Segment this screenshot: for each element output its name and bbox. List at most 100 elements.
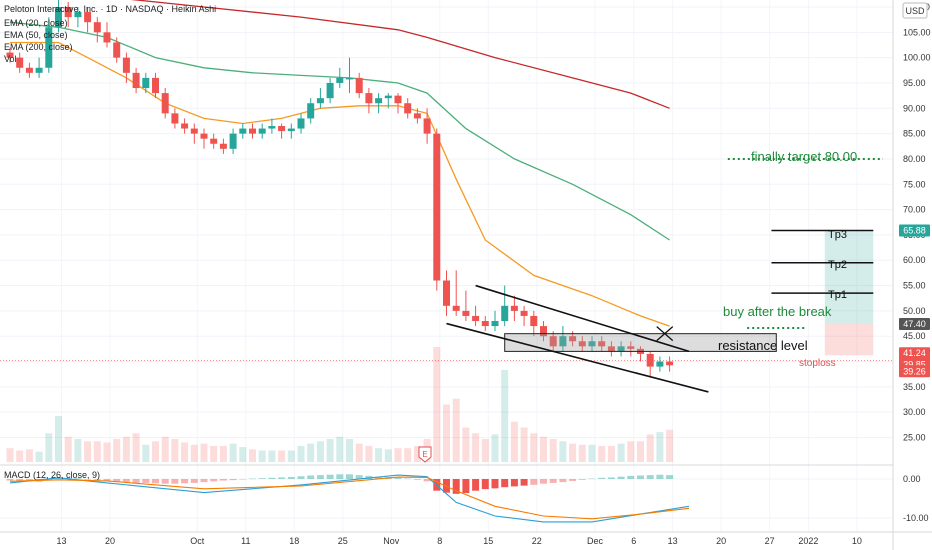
candle-body <box>375 98 383 104</box>
macd-tick-label: 0.00 <box>903 474 921 484</box>
macd-histogram-bar <box>258 478 266 479</box>
price-tick-label: 85.00 <box>903 129 926 139</box>
macd-histogram-bar <box>278 477 286 479</box>
macd-histogram-bar <box>559 479 567 483</box>
candle-body <box>627 346 635 349</box>
currency-badge[interactable] <box>902 2 928 19</box>
candle-body <box>433 133 441 281</box>
volume-bar <box>6 448 14 462</box>
volume-bar <box>278 450 286 462</box>
macd-histogram-bar <box>404 478 412 480</box>
price-tick-label: 25.00 <box>903 433 926 443</box>
candle-body <box>423 118 431 134</box>
candle-body <box>510 305 518 311</box>
macd-histogram-bar <box>249 478 256 480</box>
volume-bar <box>74 439 82 462</box>
candle-body <box>316 98 324 104</box>
macd-histogram-bar <box>239 479 247 480</box>
macd-histogram-bar <box>355 475 363 479</box>
time-tick-label: 13 <box>56 536 66 546</box>
macd-histogram-bar <box>394 477 402 479</box>
macd-histogram-bar <box>540 479 547 484</box>
finally-target-label: finally target 80.00 <box>751 149 857 164</box>
macd-histogram-bar <box>481 479 489 490</box>
macd-histogram-bar <box>103 479 111 481</box>
candle-body <box>35 67 43 73</box>
price-badge-label: 47.40 <box>903 319 926 329</box>
volume-bar <box>200 443 208 462</box>
volume-bar <box>210 445 218 462</box>
macd-histogram-bar <box>491 479 499 489</box>
volume-bar <box>152 441 159 462</box>
volume-bar <box>249 449 256 462</box>
price-badge-label: 39.85 <box>903 359 926 369</box>
price-tick-label: 95.00 <box>903 78 926 88</box>
candle-body <box>540 326 547 337</box>
signal-line <box>9 476 690 520</box>
volume-bar <box>598 445 606 462</box>
price-badge <box>899 318 930 331</box>
macd-layer <box>6 474 690 523</box>
candle-body <box>278 126 286 132</box>
candle-body <box>443 280 450 306</box>
legend-vol: Vol <box>4 54 17 64</box>
currency-label: USD <box>905 6 925 16</box>
stoploss-label: stoploss <box>799 358 836 369</box>
macd-histogram-bar <box>307 475 315 479</box>
price-tick-label: 70.00 <box>903 205 926 215</box>
macd-histogram-bar <box>501 479 509 488</box>
candle-body <box>598 341 606 347</box>
candle-body <box>152 77 159 94</box>
volume-bar <box>578 444 586 462</box>
time-tick-label: 6 <box>631 536 636 546</box>
macd-histogram-bar <box>336 474 344 479</box>
macd-histogram-bar <box>6 479 14 481</box>
volume-bar <box>617 443 625 462</box>
candle-body <box>287 128 295 132</box>
macd-histogram-bar <box>122 479 130 483</box>
candle-body <box>229 133 237 149</box>
time-tick-label: Nov <box>383 536 400 546</box>
macd-histogram-bar <box>74 478 82 479</box>
macd-histogram-bar <box>462 479 470 494</box>
candle-body <box>666 361 674 366</box>
macd-histogram-bar <box>316 475 324 479</box>
buy-after-break-label: buy after the break <box>723 304 832 319</box>
candle-body <box>103 32 111 43</box>
candle-body <box>74 12 82 18</box>
price-badge-label: 41.24 <box>903 348 926 358</box>
price-tick-label: 45.00 <box>903 331 926 341</box>
price-tick-label: 30.00 <box>903 407 926 417</box>
volume-bar <box>64 436 72 462</box>
candle-body <box>569 336 577 342</box>
tp2-label: Tp2 <box>828 259 847 271</box>
time-tick-label: 8 <box>437 536 442 546</box>
earnings-marker[interactable]: E <box>418 446 432 463</box>
legend-ema20: EMA (20, close) <box>4 18 68 28</box>
macd-histogram-bar <box>55 478 62 479</box>
price-tick-label: 75.00 <box>903 179 926 189</box>
volume-bar <box>549 439 557 462</box>
candle-body <box>462 310 470 316</box>
legend-ema200: EMA (200, close) <box>4 42 73 52</box>
macd-histogram-bar <box>549 479 557 483</box>
channel-upper-line <box>475 284 690 353</box>
ema20-line <box>10 41 670 327</box>
macd-histogram-bar <box>472 479 480 491</box>
candle-body <box>142 77 150 89</box>
volume-bar <box>45 433 53 462</box>
candle-body <box>607 346 615 352</box>
macd-histogram-bar <box>190 479 198 483</box>
time-tick-label: 11 <box>241 536 250 546</box>
time-tick-label: 25 <box>338 536 348 546</box>
tp3-label: Tp3 <box>828 229 847 241</box>
time-axis: 13 20 Oct 11 18 25 Nov 8 15 22 Dec 6 13 20 27 2022 10 <box>56 536 861 546</box>
candle-body <box>413 113 421 119</box>
volume-bar <box>394 448 402 462</box>
volume-bar <box>268 450 276 462</box>
volume-bar <box>122 436 130 462</box>
candle-body <box>219 143 227 149</box>
price-tick-label: 60.00 <box>903 255 926 265</box>
candle-body <box>84 12 92 23</box>
